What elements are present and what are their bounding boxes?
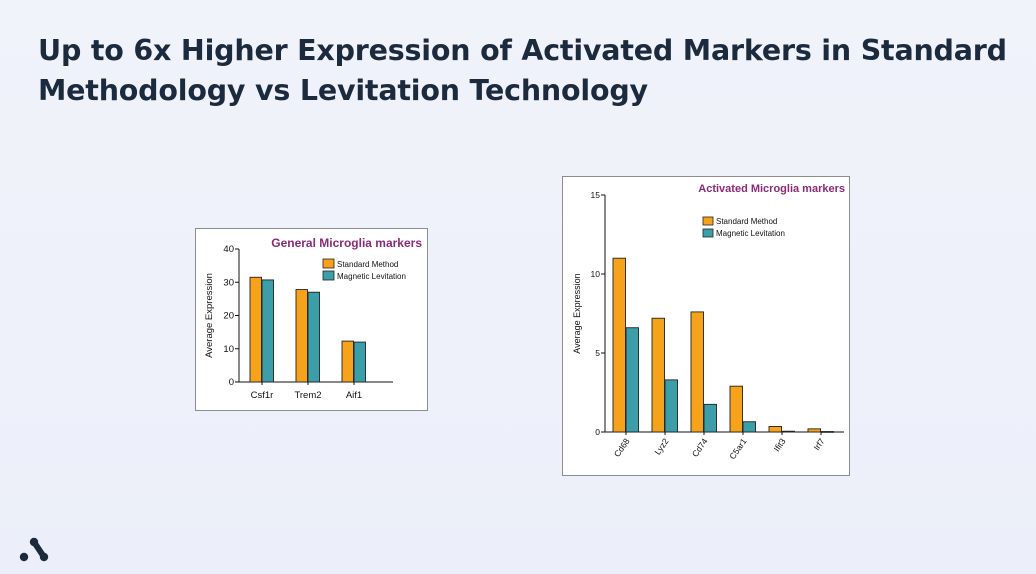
bar-irf7-standard bbox=[807, 428, 821, 433]
y-tick-label: 40 bbox=[223, 244, 234, 255]
legend-swatch-levitation bbox=[322, 270, 335, 281]
activated-microglia-chart-svg: Activated Microglia markers Average Expre… bbox=[572, 183, 845, 461]
y-axis-label: Average Expression bbox=[572, 273, 582, 353]
bar-c5ar1-levitation bbox=[742, 421, 756, 433]
bar-lyz2-standard bbox=[651, 317, 665, 433]
legend-swatch-standard bbox=[702, 216, 714, 226]
x-tick-label-trem2: Trem2 bbox=[294, 390, 321, 401]
y-tick-label: 5 bbox=[595, 348, 600, 358]
y-tick-label: 10 bbox=[223, 344, 234, 355]
y-tick-label: 20 bbox=[223, 311, 234, 322]
legend-swatch-standard bbox=[322, 258, 335, 269]
x-tick-label-cd68: Cd68 bbox=[612, 436, 632, 459]
x-tick-label-c5ar1: C5ar1 bbox=[727, 436, 749, 461]
chart-title: Activated Microglia markers bbox=[698, 183, 845, 195]
x-tick-label-lyz2: Lyz2 bbox=[652, 436, 670, 456]
bar-lyz2-levitation bbox=[664, 379, 678, 433]
bar-aif1-levitation bbox=[353, 341, 366, 383]
y-tick-label: 15 bbox=[591, 190, 601, 200]
bar-cd68-standard bbox=[612, 257, 626, 433]
bar-trem2-standard bbox=[295, 289, 308, 383]
y-tick-label: 30 bbox=[223, 277, 234, 288]
legend-swatch-levitation bbox=[702, 228, 714, 238]
bar-cd68-levitation bbox=[625, 327, 639, 433]
chart-title: General Microglia markers bbox=[271, 236, 422, 250]
legend-label-levitation: Magnetic Levitation bbox=[716, 229, 785, 238]
bar-aif1-standard bbox=[341, 340, 354, 383]
y-tick-label: 10 bbox=[591, 269, 601, 279]
bar-csf1r-standard bbox=[249, 276, 262, 383]
bar-c5ar1-standard bbox=[729, 385, 743, 433]
bar-irf7-levitation bbox=[820, 431, 834, 433]
bar-cd74-standard bbox=[690, 311, 704, 433]
x-tick-label-csf1r: Csf1r bbox=[251, 390, 274, 401]
bar-ifit3-levitation bbox=[781, 430, 795, 433]
x-tick-label-aif1: Aif1 bbox=[346, 390, 362, 401]
bar-ifit3-standard bbox=[768, 426, 782, 433]
slide-title-line-1: Up to 6x Higher Expression of Activated … bbox=[38, 34, 1007, 67]
legend-label-standard: Standard Method bbox=[337, 260, 398, 269]
y-tick-label: 0 bbox=[595, 427, 600, 437]
x-tick-label-cd74: Cd74 bbox=[690, 436, 710, 459]
y-tick-label: 0 bbox=[229, 377, 234, 388]
slide-title: Up to 6x Higher Expression of Activated … bbox=[38, 31, 1018, 111]
bar-csf1r-levitation bbox=[261, 279, 274, 383]
general-microglia-chart-svg: General Microglia markers Average Express… bbox=[204, 236, 422, 401]
legend-label-standard: Standard Method bbox=[716, 217, 777, 226]
brand-logo-icon bbox=[19, 537, 49, 562]
y-axis-label: Average Expression bbox=[204, 273, 215, 358]
x-tick-label-irf7: Irf7 bbox=[811, 436, 826, 452]
x-tick-label-ifit3: Ifit3 bbox=[772, 436, 788, 453]
slide-title-line-2: Methodology vs Levitation Technology bbox=[38, 74, 648, 107]
bar-trem2-levitation bbox=[307, 291, 320, 383]
legend-label-levitation: Magnetic Levitation bbox=[337, 272, 406, 281]
activated-microglia-chart: Activated Microglia markers Average Expre… bbox=[562, 176, 850, 476]
bar-cd74-levitation bbox=[703, 403, 717, 433]
general-microglia-chart: General Microglia markers Average Express… bbox=[195, 228, 428, 411]
